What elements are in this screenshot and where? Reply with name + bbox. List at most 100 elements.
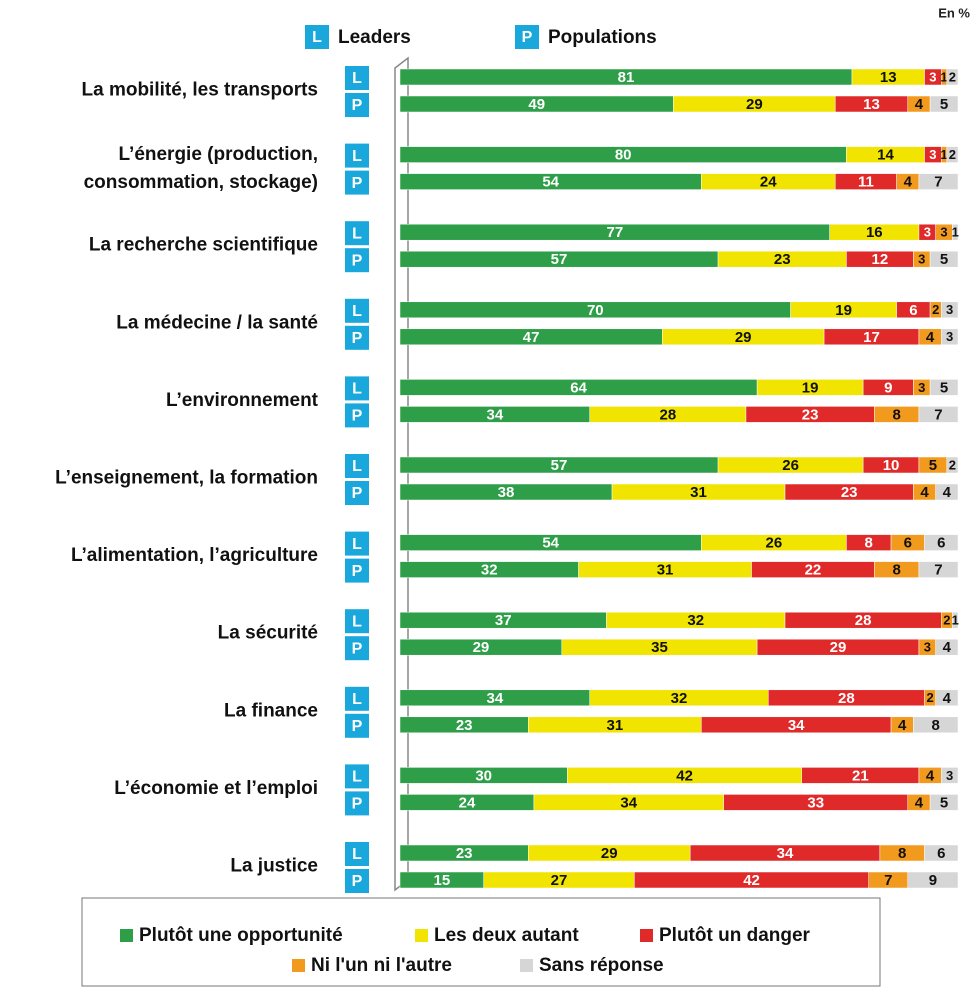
value-label: 16 xyxy=(866,224,883,241)
value-label: 2 xyxy=(932,302,939,317)
badge-letter: P xyxy=(522,29,533,46)
value-label: 5 xyxy=(929,457,937,474)
value-label: 57 xyxy=(551,457,568,474)
bar-segment xyxy=(935,638,959,656)
category-label: La médecine / la santé xyxy=(116,312,318,333)
legend-swatch xyxy=(520,959,533,972)
value-label: 1 xyxy=(952,613,959,628)
value-label: 42 xyxy=(743,872,760,889)
value-label: 8 xyxy=(892,562,900,579)
value-label: 23 xyxy=(802,406,819,423)
value-label: 5 xyxy=(940,251,948,268)
value-label: 4 xyxy=(904,174,913,191)
value-label: 7 xyxy=(934,562,942,579)
badge-letter: P xyxy=(352,408,363,425)
value-label: 23 xyxy=(456,717,473,734)
badge-letter: P xyxy=(352,97,363,114)
value-label: 54 xyxy=(542,535,559,552)
group-legend-label: Populations xyxy=(548,27,657,48)
value-label: 34 xyxy=(788,717,805,734)
value-label: 22 xyxy=(805,562,822,579)
value-label: 3 xyxy=(946,302,953,317)
badge xyxy=(345,531,369,556)
badge xyxy=(345,325,369,350)
value-label: 19 xyxy=(835,302,852,319)
badge-letter: L xyxy=(352,381,362,398)
value-label: 21 xyxy=(852,767,869,784)
value-label: 29 xyxy=(601,845,618,862)
unit-note: En % xyxy=(938,5,970,20)
value-label: 34 xyxy=(620,794,637,811)
value-label: 7 xyxy=(934,174,942,191)
value-label: 19 xyxy=(802,379,819,396)
bar-segment xyxy=(941,767,959,784)
bar-segment xyxy=(929,379,959,396)
category-label: L’énergie (production, xyxy=(118,144,318,165)
value-label: 3 xyxy=(940,225,947,240)
badge-letter: L xyxy=(352,303,362,320)
bar-segment xyxy=(918,406,959,423)
legend-swatch xyxy=(120,929,133,942)
bar-segment xyxy=(907,871,959,889)
value-label: 28 xyxy=(855,612,872,629)
badge xyxy=(345,609,369,634)
legend-box xyxy=(81,897,881,987)
value-label: 4 xyxy=(898,717,907,734)
badge xyxy=(345,66,369,90)
value-label: 9 xyxy=(884,379,892,396)
value-label: 4 xyxy=(915,794,924,811)
badge-letter: L xyxy=(352,846,362,863)
value-label: 17 xyxy=(863,329,880,346)
badge xyxy=(345,558,369,583)
value-label: 31 xyxy=(606,717,623,734)
value-label: 3 xyxy=(918,380,925,395)
legend-swatch xyxy=(640,929,653,942)
badge xyxy=(305,25,329,49)
badge-letter: P xyxy=(352,563,363,580)
value-label: 1 xyxy=(952,225,959,240)
value-label: 26 xyxy=(782,457,799,474)
value-label: 2 xyxy=(949,69,956,84)
value-label: 29 xyxy=(830,639,847,656)
category-label: La recherche scientifique xyxy=(89,235,318,256)
value-label: 4 xyxy=(943,690,952,707)
badge-letter: L xyxy=(352,536,362,553)
badge xyxy=(345,403,369,428)
badge xyxy=(345,686,369,711)
badge xyxy=(345,376,369,401)
badge xyxy=(345,764,369,789)
bar-segment xyxy=(935,689,959,707)
value-label: 26 xyxy=(766,535,783,552)
value-label: 4 xyxy=(943,639,952,656)
value-label: 8 xyxy=(865,535,873,552)
badge-letter: P xyxy=(352,252,363,269)
value-label: 42 xyxy=(676,767,693,784)
badge xyxy=(345,869,369,893)
value-label: 7 xyxy=(884,872,892,889)
badge-letter: L xyxy=(312,29,322,46)
badge-letter: P xyxy=(352,485,363,502)
category-label: consommation, stockage) xyxy=(84,172,318,193)
bar-segment xyxy=(913,716,959,734)
value-label: 13 xyxy=(863,96,880,113)
value-label: 6 xyxy=(937,535,945,552)
value-label: 33 xyxy=(807,794,824,811)
value-label: 32 xyxy=(481,562,498,579)
value-label: 27 xyxy=(551,872,568,889)
value-label: 2 xyxy=(926,690,933,705)
value-label: 4 xyxy=(943,484,952,501)
badge xyxy=(345,713,369,738)
value-label: 54 xyxy=(542,174,559,191)
value-label: 80 xyxy=(615,147,632,164)
value-label: 29 xyxy=(746,96,763,113)
bar-segment xyxy=(941,301,959,319)
value-label: 34 xyxy=(777,845,794,862)
badge-letter: P xyxy=(352,640,363,657)
legend-label: Sans réponse xyxy=(539,955,664,976)
value-label: 24 xyxy=(760,174,777,191)
badge xyxy=(345,842,369,866)
badge-letter: L xyxy=(352,769,362,786)
value-label: 12 xyxy=(872,251,889,268)
value-label: 64 xyxy=(570,379,587,396)
bar-segment xyxy=(924,844,959,862)
